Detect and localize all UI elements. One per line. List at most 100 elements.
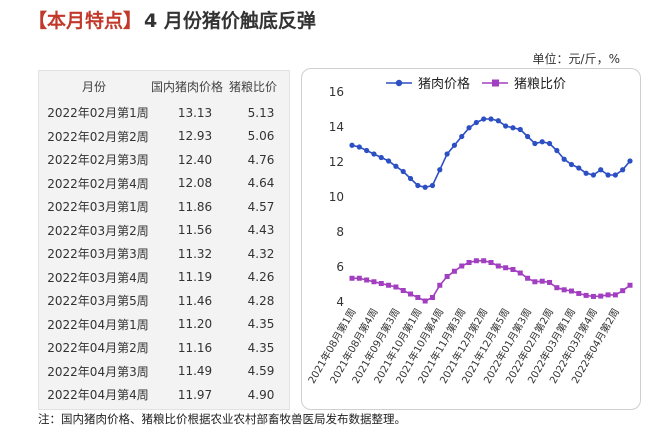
footnote: 注：国内猪肉价格、猪粮比价根据农业农村部畜牧兽医局发布数据整理。 [38, 412, 406, 426]
data-point [386, 282, 392, 288]
data-point [466, 125, 472, 131]
data-point [525, 275, 531, 281]
data-point [605, 172, 611, 178]
y-tick-label: 6 [336, 260, 344, 274]
data-point [349, 142, 355, 148]
data-point [503, 265, 509, 271]
data-point [503, 123, 509, 129]
cell-ratio: 4.64 [247, 176, 275, 191]
cell-month: 2022年03月第5周 [47, 294, 149, 309]
cell-month: 2022年03月第4周 [47, 270, 149, 285]
cell-month: 2022年04月第1周 [47, 317, 149, 332]
cell-pork-price: 11.86 [177, 199, 213, 214]
cell-ratio: 4.32 [247, 246, 275, 261]
data-point [393, 284, 399, 290]
data-point [451, 268, 457, 274]
table-row: 2022年03月第2周 11.56 4.43 [39, 219, 289, 243]
data-point [627, 282, 633, 288]
col-header-ratio: 猪粮比价 [228, 79, 277, 94]
cell-ratio: 4.59 [247, 364, 275, 379]
data-point [429, 182, 436, 189]
col-header-month: 月份 [81, 79, 106, 94]
table-row: 2022年03月第3周 11.32 4.32 [39, 242, 289, 266]
unit-label: 单位：元/斤，% [532, 52, 620, 66]
cell-month: 2022年04月第3周 [47, 364, 149, 379]
data-point [429, 295, 435, 300]
table-row: 2022年02月第3周 12.40 4.76 [39, 148, 289, 172]
cell-month: 2022年03月第1周 [47, 200, 149, 215]
cell-pork-price: 11.46 [177, 293, 213, 308]
data-point [576, 290, 582, 296]
data-point [554, 147, 560, 154]
title-tag: 【本月特点】 [28, 10, 143, 32]
data-point [378, 154, 384, 161]
chart-panel: 4 6 8 10 12 14 16 2021年08月第1周 2021年08月第4周 2021年09… [301, 68, 641, 410]
table-row: 2022年04月第4周 11.97 4.90 [39, 383, 289, 407]
data-point [539, 139, 545, 145]
cell-ratio: 4.26 [247, 270, 275, 285]
cell-month: 2022年03月第2周 [47, 223, 149, 238]
cell-month: 2022年02月第4周 [47, 176, 149, 191]
data-point [612, 292, 618, 298]
data-point [481, 258, 487, 264]
cell-pork-price: 12.93 [177, 129, 213, 144]
cell-pork-price: 11.49 [177, 364, 213, 379]
data-point [400, 288, 406, 293]
data-point [481, 116, 487, 122]
data-point [371, 151, 377, 157]
data-point [349, 275, 355, 281]
title-text: 4 月份猪价触底反弹 [144, 10, 316, 32]
data-point [488, 260, 494, 265]
cell-month: 2022年04月第2周 [47, 341, 149, 356]
y-tick-label: 8 [336, 225, 344, 239]
data-point [378, 281, 384, 286]
data-point [444, 151, 450, 157]
data-point [437, 282, 443, 288]
data-point [356, 275, 362, 281]
col-header-pork-price: 国内猪肉价格 [150, 79, 223, 94]
cell-pork-price: 13.13 [177, 105, 213, 120]
table-row: 2022年04月第1周 11.20 4.35 [39, 313, 289, 337]
data-point [598, 167, 604, 173]
data-point [605, 292, 611, 298]
cell-pork-price: 11.56 [177, 223, 213, 238]
data-point [393, 163, 399, 169]
cell-month: 2022年04月第4周 [47, 388, 149, 403]
data-point [583, 292, 589, 298]
data-point [554, 285, 560, 291]
cell-ratio: 4.90 [247, 387, 275, 402]
cell-ratio: 4.57 [247, 199, 275, 214]
cell-ratio: 4.76 [247, 152, 275, 167]
legend-label-pork: 猪肉价格 [418, 76, 470, 92]
data-point [444, 274, 450, 279]
data-point [517, 270, 523, 276]
cell-ratio: 4.43 [247, 223, 275, 238]
data-point [495, 118, 501, 124]
legend-marker-ratio [492, 79, 499, 87]
data-point [510, 267, 516, 272]
page-title: 【本月特点】 4 月份猪价触底反弹 [28, 6, 316, 33]
data-point [488, 116, 494, 122]
cell-pork-price: 11.32 [177, 246, 213, 261]
table-header: 月份 国内猪肉价格 猪粮比价 [39, 71, 289, 101]
legend-marker-pork [395, 79, 403, 87]
data-point [437, 167, 443, 173]
data-point [400, 168, 406, 175]
y-tick-label: 4 [336, 295, 344, 309]
data-point [356, 144, 362, 150]
series-line-0 [351, 118, 631, 189]
data-point [459, 133, 465, 140]
data-point [510, 125, 516, 131]
data-point [532, 279, 538, 285]
data-point [598, 293, 604, 299]
data-point [364, 277, 370, 283]
cell-ratio: 5.06 [247, 129, 275, 144]
y-tick-label: 16 [329, 85, 344, 99]
table-row: 2022年03月第5周 11.46 4.28 [39, 289, 289, 313]
data-point [583, 170, 589, 176]
table-row: 2022年04月第3周 11.49 4.59 [39, 360, 289, 384]
data-point [371, 279, 377, 285]
cell-ratio: 4.35 [247, 340, 275, 355]
cell-pork-price: 11.20 [177, 317, 213, 332]
cell-pork-price: 12.08 [177, 176, 213, 191]
